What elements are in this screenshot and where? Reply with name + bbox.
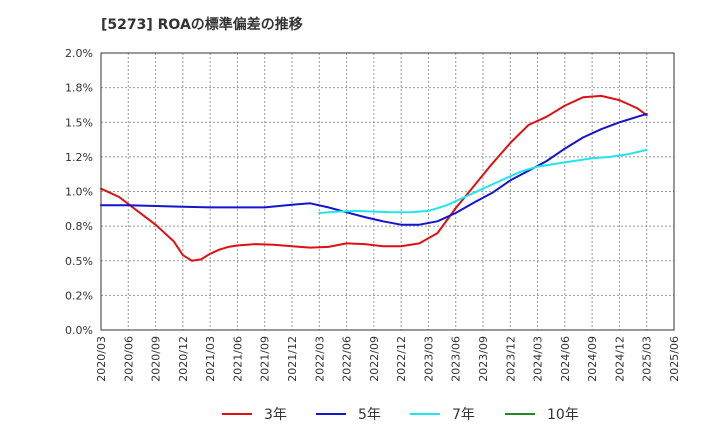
y-tick-label: 0.2% xyxy=(65,289,93,302)
legend-label-1: 3年 xyxy=(264,407,287,423)
y-tick-label: 1.5% xyxy=(65,116,93,129)
series-layer xyxy=(100,94,648,262)
series-line-1 xyxy=(100,94,648,262)
x-tick-label: 2020/06 xyxy=(122,336,135,382)
x-tick-label: 2022/06 xyxy=(341,336,354,382)
axis-layer: 0.0% 0.2% 0.5% 0.8% 1.0% 1.2% 1.5% 1.8% 2.0% 2020… xyxy=(65,47,681,382)
x-tick-label: 2020/03 xyxy=(95,336,108,382)
series-line-3 xyxy=(318,148,648,214)
grid-layer xyxy=(101,53,674,330)
legend-label-4: 10年 xyxy=(547,407,579,423)
x-tick-label: 2025/06 xyxy=(668,336,681,382)
x-tick-label: 2023/06 xyxy=(450,336,463,382)
x-tick-label: 2022/09 xyxy=(368,336,381,382)
x-tick-label: 2021/09 xyxy=(259,336,272,382)
legend: 3年 5年 7年 10年 xyxy=(222,407,579,423)
x-tick-label: 2024/06 xyxy=(559,336,572,382)
y-tick-label: 1.0% xyxy=(65,186,93,199)
x-tick-label: 2024/12 xyxy=(613,336,626,382)
plot-border xyxy=(100,52,675,331)
legend-label-3: 7年 xyxy=(452,407,475,423)
y-tick-label: 1.8% xyxy=(65,82,93,95)
y-tick-label: 0.0% xyxy=(65,324,93,337)
y-tick-label: 0.8% xyxy=(65,220,93,233)
legend-label-2: 5年 xyxy=(358,407,381,423)
x-tick-label: 2023/03 xyxy=(422,336,435,382)
y-tick-label: 2.0% xyxy=(65,47,93,60)
x-tick-label: 2025/03 xyxy=(641,336,654,382)
x-tick-label: 2020/12 xyxy=(177,336,190,382)
x-tick-label: 2021/06 xyxy=(231,336,244,382)
x-tick-label: 2021/03 xyxy=(204,336,217,382)
y-tick-label: 0.5% xyxy=(65,255,93,268)
y-tick-label: 1.2% xyxy=(65,151,93,164)
x-tick-label: 2022/03 xyxy=(313,336,326,382)
x-tick-label: 2024/03 xyxy=(532,336,545,382)
x-tick-label: 2024/09 xyxy=(586,336,599,382)
x-tick-label: 2023/09 xyxy=(477,336,490,382)
x-tick-label: 2023/12 xyxy=(504,336,517,382)
series-line-2 xyxy=(100,112,648,226)
x-tick-label: 2022/12 xyxy=(395,336,408,382)
x-tick-label: 2020/09 xyxy=(150,336,163,382)
x-tick-label: 2021/12 xyxy=(286,336,299,382)
chart-title: [5273] ROAの標準偏差の推移 xyxy=(101,17,303,33)
